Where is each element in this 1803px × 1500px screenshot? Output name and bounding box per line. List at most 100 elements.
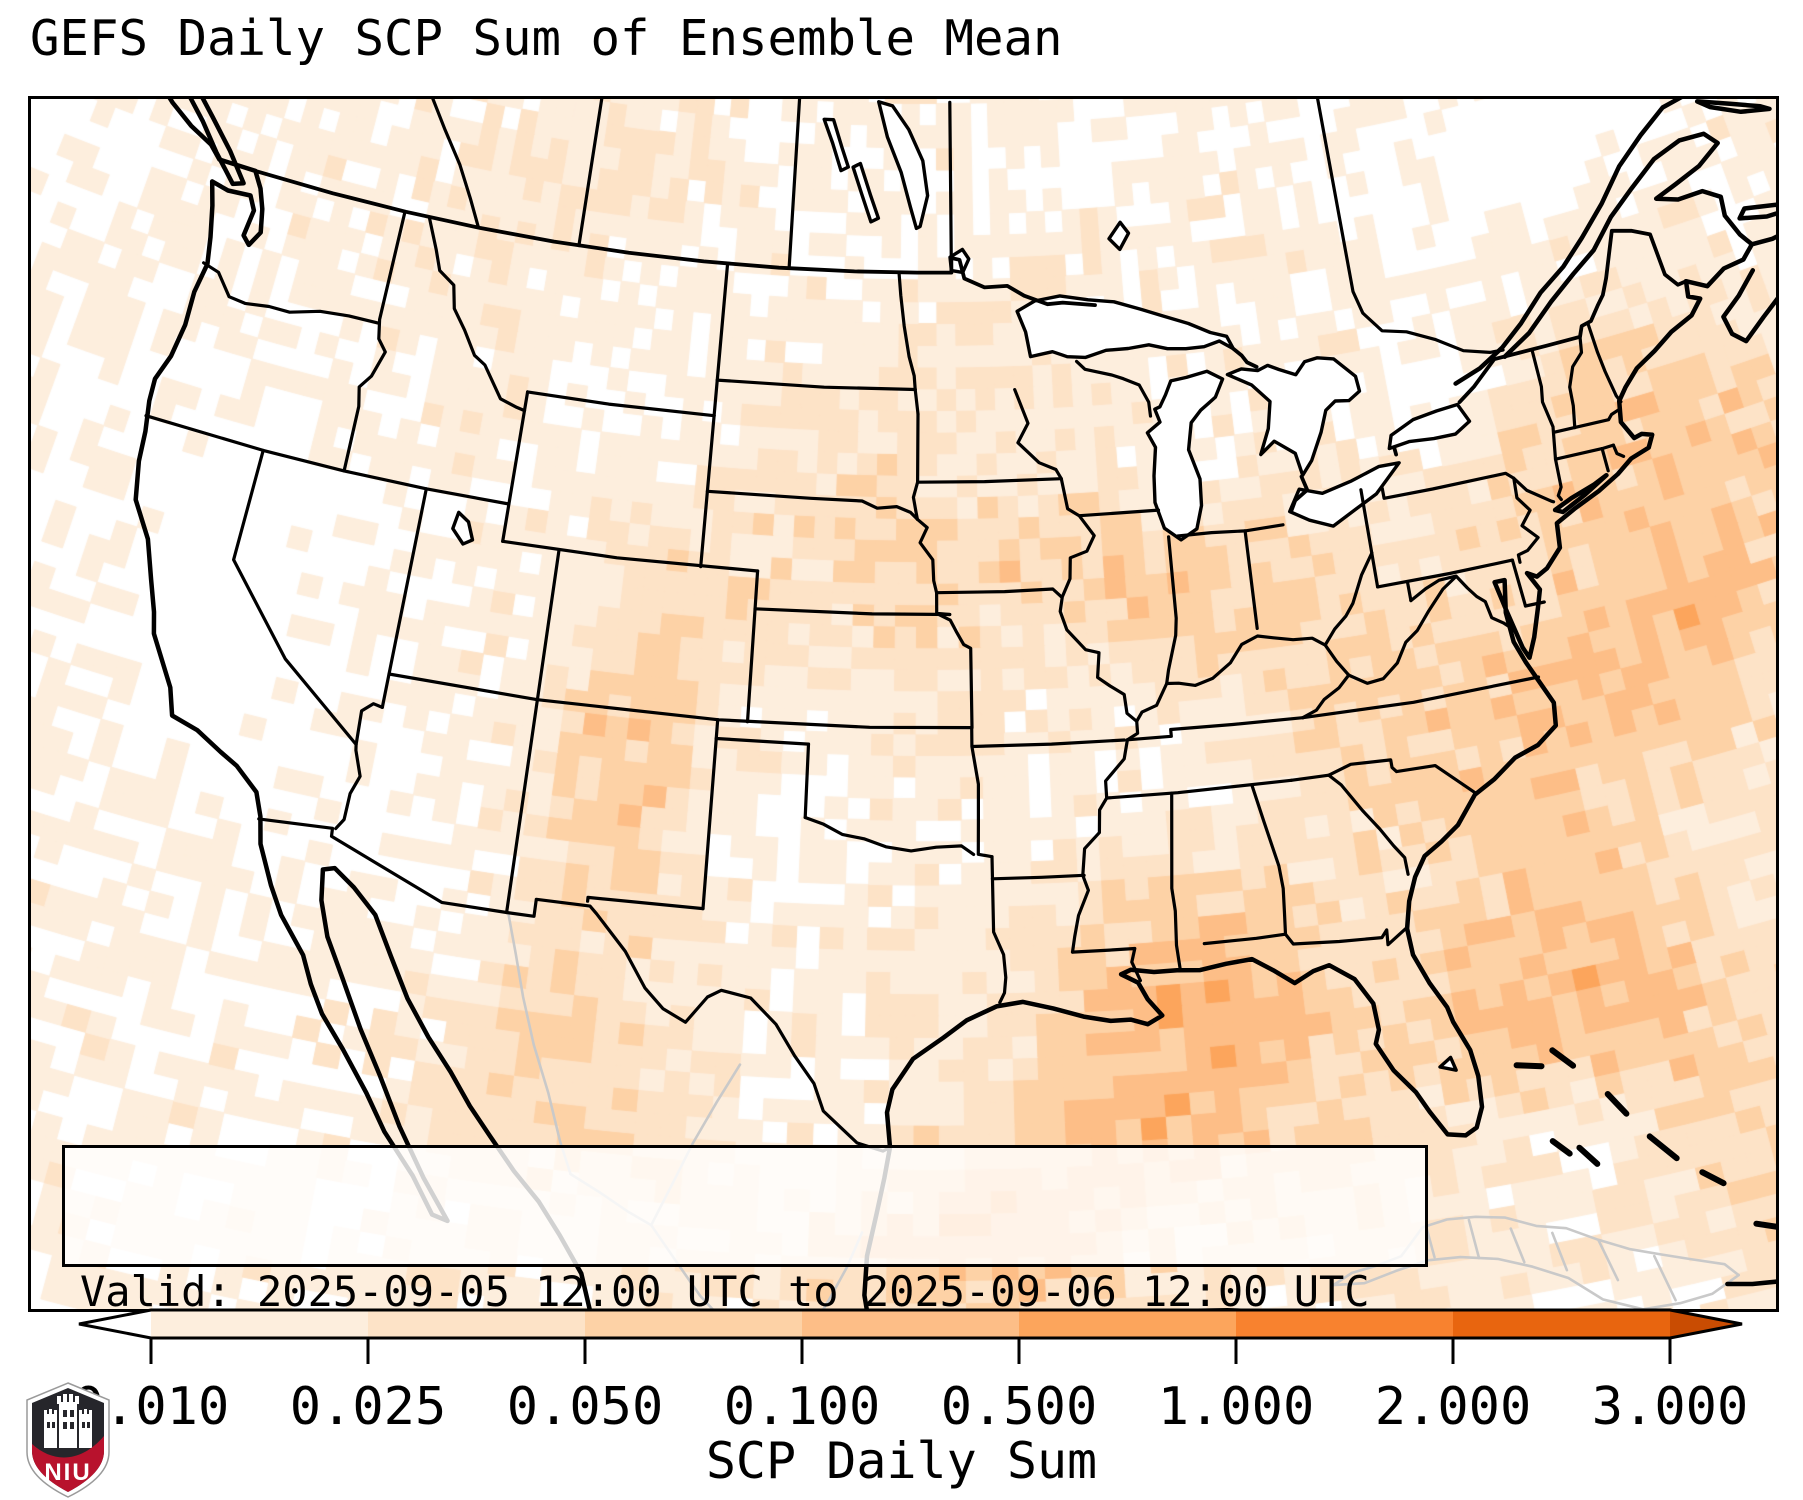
state-border-path <box>990 855 1008 1005</box>
island-dash <box>1604 1091 1630 1117</box>
state-border-path <box>970 726 994 859</box>
coastline-path <box>862 278 1703 1309</box>
state-border-path <box>526 390 716 418</box>
state-border-path <box>431 99 481 230</box>
state-border-path <box>1202 927 1408 947</box>
coastline-path <box>1552 472 1609 515</box>
national-border-path <box>1231 346 1259 369</box>
island-dash <box>1549 1047 1577 1069</box>
admin1-border-path <box>1597 1238 1620 1282</box>
state-border-path <box>714 736 811 746</box>
lake-shape <box>451 510 475 546</box>
state-border-path <box>501 539 760 573</box>
coastline-path <box>1502 131 1755 359</box>
colorbar-segment <box>1236 1310 1453 1338</box>
state-border-path <box>915 517 952 617</box>
state-border-path <box>911 480 920 521</box>
colorbar-segment <box>585 1310 802 1338</box>
state-border-path <box>935 611 974 730</box>
state-border-path <box>501 390 530 543</box>
state-border-path <box>1316 99 1505 354</box>
map-frame: Valid: 2025-09-05 12:00 UTC to 2025-09-0… <box>28 96 1779 1312</box>
state-border-path <box>257 817 892 1153</box>
lake-shape <box>1438 1055 1458 1072</box>
state-border-path <box>1512 476 1540 564</box>
state-border-path <box>1165 535 1178 686</box>
state-border-path <box>1105 778 1293 800</box>
lake-shape <box>1288 461 1401 528</box>
island-dash <box>1513 1062 1545 1070</box>
state-border-path <box>1586 321 1623 404</box>
lake-shape <box>822 117 850 173</box>
state-border-path <box>1250 783 1288 936</box>
state-border-path <box>1070 738 1129 954</box>
colorbar-under-arrow <box>79 1310 151 1338</box>
coastline-path <box>1683 234 1776 344</box>
state-border-path <box>1347 575 1458 685</box>
logo-red-band <box>32 1436 104 1492</box>
state-border-path <box>803 815 976 856</box>
state-border-path <box>380 487 428 709</box>
lake-shape <box>1387 402 1472 451</box>
lake-shape <box>851 161 881 224</box>
state-border-path <box>1289 773 1331 782</box>
state-border-path <box>387 672 974 730</box>
state-border-path <box>1070 946 1142 983</box>
state-border-path <box>586 895 705 911</box>
state-border-path <box>427 215 527 413</box>
state-border-path <box>1568 335 1584 430</box>
lake-shape <box>1225 356 1362 477</box>
state-border-path <box>202 261 381 325</box>
state-border-path <box>970 738 1126 749</box>
colorbar-tick-label: 0.025 <box>290 1377 447 1437</box>
coastline-path <box>1737 202 1776 221</box>
state-border-path <box>342 210 407 473</box>
colorbar-tick-label: 3.000 <box>1592 1377 1749 1437</box>
colorbar-segment <box>1453 1310 1670 1338</box>
colorbar-tick-label: 0.050 <box>507 1377 664 1437</box>
state-border-path <box>705 489 919 521</box>
colorbar-tick-label: 0.500 <box>941 1377 1098 1437</box>
state-border-path <box>1553 443 1615 461</box>
logo-castle-icon <box>44 1394 92 1448</box>
state-border-path <box>745 569 760 724</box>
state-border-path <box>1077 508 1161 518</box>
state-border-path <box>1552 408 1621 434</box>
state-border-path <box>1125 716 1305 742</box>
state-border-path <box>787 99 802 270</box>
island-dash <box>1549 1138 1573 1157</box>
admin1-border-path <box>1467 1218 1481 1260</box>
state-border-path <box>354 702 384 747</box>
state-border-path <box>948 100 953 275</box>
state-border-path <box>1327 758 1479 796</box>
national-border-path <box>1392 445 1398 457</box>
state-border-path <box>1611 443 1626 458</box>
state-border-path <box>1170 791 1182 971</box>
valid-time-text: Valid: 2025-09-05 12:00 UTC to 2025-09-0… <box>80 1267 1370 1312</box>
page-title: GEFS Daily SCP Sum of Ensemble Mean <box>30 10 1063 67</box>
state-border-path <box>1301 673 1351 720</box>
colorbar-segment <box>1019 1310 1236 1338</box>
island-dash <box>1576 1144 1601 1167</box>
coastline-path <box>1453 99 1683 386</box>
state-border-path <box>913 387 920 416</box>
state-border-path <box>935 587 1064 599</box>
colorbar-segment <box>802 1310 1019 1338</box>
admin1-border-path <box>1332 1255 1740 1309</box>
island-dash <box>1699 1169 1727 1187</box>
state-border-path <box>1409 574 1514 631</box>
colorbar-label: SCP Daily Sum <box>705 1432 1098 1490</box>
admin1-border-path <box>506 911 572 1176</box>
state-border-path <box>715 378 917 392</box>
info-box: Valid: 2025-09-05 12:00 UTC to 2025-09-0… <box>62 1145 1428 1309</box>
colorbar: 0.010 0.025 0.050 0.100 0.500 1.000 2.000 3.000 <box>73 1308 1749 1437</box>
logo-text: NIU <box>44 1459 91 1486</box>
state-border-path <box>1075 359 1153 418</box>
state-border-path <box>753 607 952 617</box>
lake-shape <box>877 100 930 231</box>
admin1-border-path <box>1653 1254 1677 1302</box>
lake-shape <box>1015 294 1236 360</box>
state-border-path <box>1510 558 1528 608</box>
map-outlines <box>133 99 1776 1309</box>
state-border-path <box>916 477 1063 484</box>
